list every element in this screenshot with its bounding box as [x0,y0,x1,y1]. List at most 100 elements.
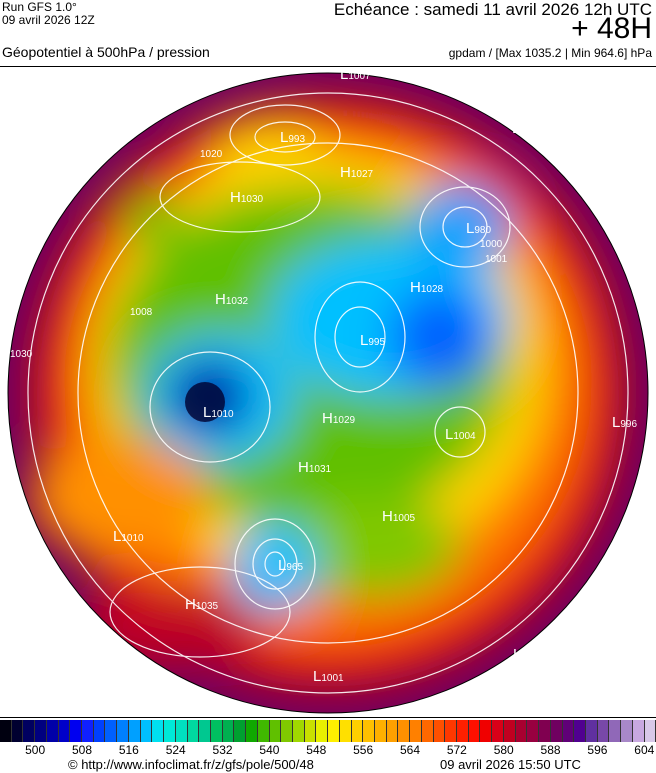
colorbar-swatch [328,720,340,742]
colorbar-swatch [128,720,141,742]
isobar-label: 1030 [10,349,33,360]
isobar-label: 1010 [40,139,63,150]
timestamp: 09 avril 2026 15:50 UTC [440,757,581,772]
forecast-time: Echéance : samedi 11 avril 2026 12h UTC [333,0,652,19]
high-pressure-center: H1032 [215,291,249,308]
isobar-label: 1001 [485,254,508,265]
low-pressure-center: L1004 [445,426,476,443]
colorbar-swatch [527,720,540,742]
lead-time: + 48H [571,12,652,45]
low-pressure-center: L1010 [203,404,234,421]
colorbar-swatch [550,720,563,742]
colorbar-swatch [316,720,329,742]
colorbar-swatch [257,720,270,742]
colorbar-swatch [0,720,12,742]
colorbar-swatch [117,720,129,742]
colorbar-swatch [468,720,481,742]
colorbar-swatch [421,720,434,742]
colorbar-swatch [339,720,352,742]
colorbar-swatch [269,720,282,742]
low-pressure-center: L965 [278,557,303,574]
run-date: 09 avril 2026 12Z [2,13,95,27]
colorbar-swatch [152,720,165,742]
colorbar-label: 556 [353,743,374,757]
high-pressure-center: H1030 [230,189,264,206]
colorbar-swatch [621,720,633,742]
colorbar-label: 596 [587,743,608,757]
low-pressure-center: L993 [280,129,305,146]
colorbar-swatch [222,720,235,742]
polar-map: L1007 L993 H1027 H1030 L98 L980 H1028 L995 H1032… [0,66,656,718]
low-pressure-center: L980 [466,220,491,237]
colorbar-swatch [210,720,223,742]
high-pressure-center: H1027 [340,164,374,181]
colorbar-swatch [492,720,504,742]
run-label: Run GFS 1.0° [2,0,77,14]
colorbar-swatch [363,720,375,742]
colorbar-swatch [199,720,211,742]
colorbar-label: 604 [634,743,655,757]
colorbar-swatch [562,720,575,742]
isobar-label: 1008 [130,307,153,318]
colorbar-swatch [386,720,399,742]
geopotential-field: L1007L993H1027H1030L98L980H1028L995H1032… [7,66,649,714]
high-pressure-center: H1031 [298,459,332,476]
colorbar-swatch [585,720,598,742]
low-pressure-center: L98 [512,120,532,137]
colorbar-swatch [140,720,153,742]
colorbar-swatch [281,720,293,742]
high-pressure-center: H1005 [382,508,416,525]
high-pressure-center: H1028 [410,279,444,296]
colorbar-label: 516 [118,743,139,757]
isobar-label: 1000 [480,239,503,250]
colorbar-swatch [70,720,83,742]
colorbar-swatch [480,720,493,742]
high-pressure-center: H1029 [322,410,356,427]
colorbar-swatch [597,720,610,742]
colorbar-swatch [609,720,622,742]
colorbar-swatch [503,720,516,742]
colorbar-swatch [375,720,387,742]
high-pressure-center: H1035 [185,596,219,613]
colorbar-swatch [398,720,411,742]
low-pressure-center: L1001 [313,668,344,685]
colorbar-swatch [35,720,47,742]
colorbar-label: 572 [446,743,467,757]
isobar-label: 1020 [200,149,223,160]
colorbar-swatch [574,720,586,742]
colorbar-swatch [175,720,188,742]
colorbar-swatch [457,720,469,742]
low-pressure-center: L996 [612,414,637,431]
colorbar-swatch [445,720,458,742]
low-pressure-center: L1010 [113,528,144,545]
colorbar-swatch [58,720,71,742]
colorbar-swatch [632,720,645,742]
colorbar-swatch [187,720,200,742]
colorbar-swatch [515,720,528,742]
colorbar-swatch [292,720,305,742]
colorbar-swatch [234,720,247,742]
colorbar-label: 540 [259,743,280,757]
colorbar-swatch [164,720,176,742]
colorbar-swatch [433,720,446,742]
colorbar-label: 524 [165,743,186,757]
colorbar-swatch [351,720,364,742]
colorbar-swatch [82,720,94,742]
colorbar-label: 508 [71,743,93,757]
colorbar-swatch [539,720,551,742]
colorbar-label: 588 [540,743,561,757]
low-pressure-center: L995 [360,332,385,349]
colorbar-swatch [304,720,317,742]
units-label: gpdam / [Max 1035.2 | Min 964.6] hPa [448,46,652,60]
colorbar-swatch [11,720,24,742]
colorbar-label: 500 [25,743,46,757]
colorbar-label: 564 [399,743,421,757]
colorbar-swatch [23,720,36,742]
credit-link[interactable]: © http://www.infoclimat.fr/z/gfs/pole/50… [68,757,314,772]
colorbar-label: 532 [212,743,233,757]
low-pressure-center: L1007 [340,67,371,83]
high-pressure-center: H [513,646,524,663]
colorbar [0,720,656,742]
colorbar-swatch [46,720,59,742]
colorbar-swatch [644,720,656,742]
